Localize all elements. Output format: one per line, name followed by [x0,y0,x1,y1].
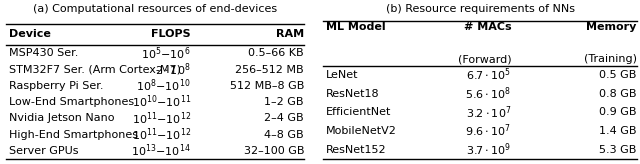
Text: STM32F7 Ser. (Arm Cortex-M7): STM32F7 Ser. (Arm Cortex-M7) [10,64,181,74]
Text: 5.3 GB: 5.3 GB [600,145,637,155]
Text: $5.6 \cdot 10^8$: $5.6 \cdot 10^8$ [465,85,511,102]
Text: MSP430 Ser.: MSP430 Ser. [10,48,79,58]
Text: High-End Smartphones: High-End Smartphones [10,130,138,140]
Text: $10^8$$-$$10^{10}$: $10^8$$-$$10^{10}$ [136,78,191,94]
Text: LeNet: LeNet [326,70,359,80]
Text: 256–512 MB: 256–512 MB [236,64,304,74]
Text: $6.7 \cdot 10^5$: $6.7 \cdot 10^5$ [466,67,511,83]
Text: $3.7 \cdot 10^9$: $3.7 \cdot 10^9$ [466,141,511,158]
Text: ResNet152: ResNet152 [326,145,387,155]
Text: 32–100 GB: 32–100 GB [243,146,304,156]
Text: ML Model: ML Model [326,22,386,32]
Text: Device: Device [10,30,51,39]
Text: $10^5$$-$$10^6$: $10^5$$-$$10^6$ [141,45,191,62]
Text: (Training): (Training) [584,54,637,64]
Text: 4–8 GB: 4–8 GB [264,130,304,140]
Text: 0.5 GB: 0.5 GB [600,70,637,80]
Text: Low-End Smartphones: Low-End Smartphones [10,97,134,107]
Text: $10^{10}$$-$$10^{11}$: $10^{10}$$-$$10^{11}$ [132,94,191,110]
Text: ResNet18: ResNet18 [326,89,380,99]
Text: # MACs: # MACs [464,22,511,32]
Text: $10^{13}$$-$$10^{14}$: $10^{13}$$-$$10^{14}$ [131,143,191,159]
Text: 0.9 GB: 0.9 GB [599,107,637,117]
Text: (b) Resource requirements of NNs: (b) Resource requirements of NNs [385,4,575,14]
Text: 1.4 GB: 1.4 GB [599,126,637,136]
Text: $9.6 \cdot 10^7$: $9.6 \cdot 10^7$ [465,123,511,139]
Text: 0.8 GB: 0.8 GB [599,89,637,99]
Text: RAM: RAM [276,30,304,39]
Text: $2 \cdot 10^8$: $2 \cdot 10^8$ [156,61,191,78]
Text: Memory: Memory [586,22,637,32]
Text: $10^{11}$$-$$10^{12}$: $10^{11}$$-$$10^{12}$ [132,110,191,127]
Text: Nvidia Jetson Nano: Nvidia Jetson Nano [10,113,115,123]
Text: MobileNetV2: MobileNetV2 [326,126,397,136]
Text: (Forward): (Forward) [458,54,511,64]
Text: Server GPUs: Server GPUs [10,146,79,156]
Text: 1–2 GB: 1–2 GB [264,97,304,107]
Text: $10^{11}$$-$$10^{12}$: $10^{11}$$-$$10^{12}$ [132,126,191,143]
Text: FLOPS: FLOPS [151,30,191,39]
Text: 0.5–66 KB: 0.5–66 KB [248,48,304,58]
Text: 512 MB–8 GB: 512 MB–8 GB [230,81,304,91]
Text: $3.2 \cdot 10^7$: $3.2 \cdot 10^7$ [466,104,511,121]
Text: EfficientNet: EfficientNet [326,107,392,117]
Text: (a) Computational resources of end-devices: (a) Computational resources of end-devic… [33,4,277,14]
Text: Raspberry Pi Ser.: Raspberry Pi Ser. [10,81,104,91]
Text: 2–4 GB: 2–4 GB [264,113,304,123]
